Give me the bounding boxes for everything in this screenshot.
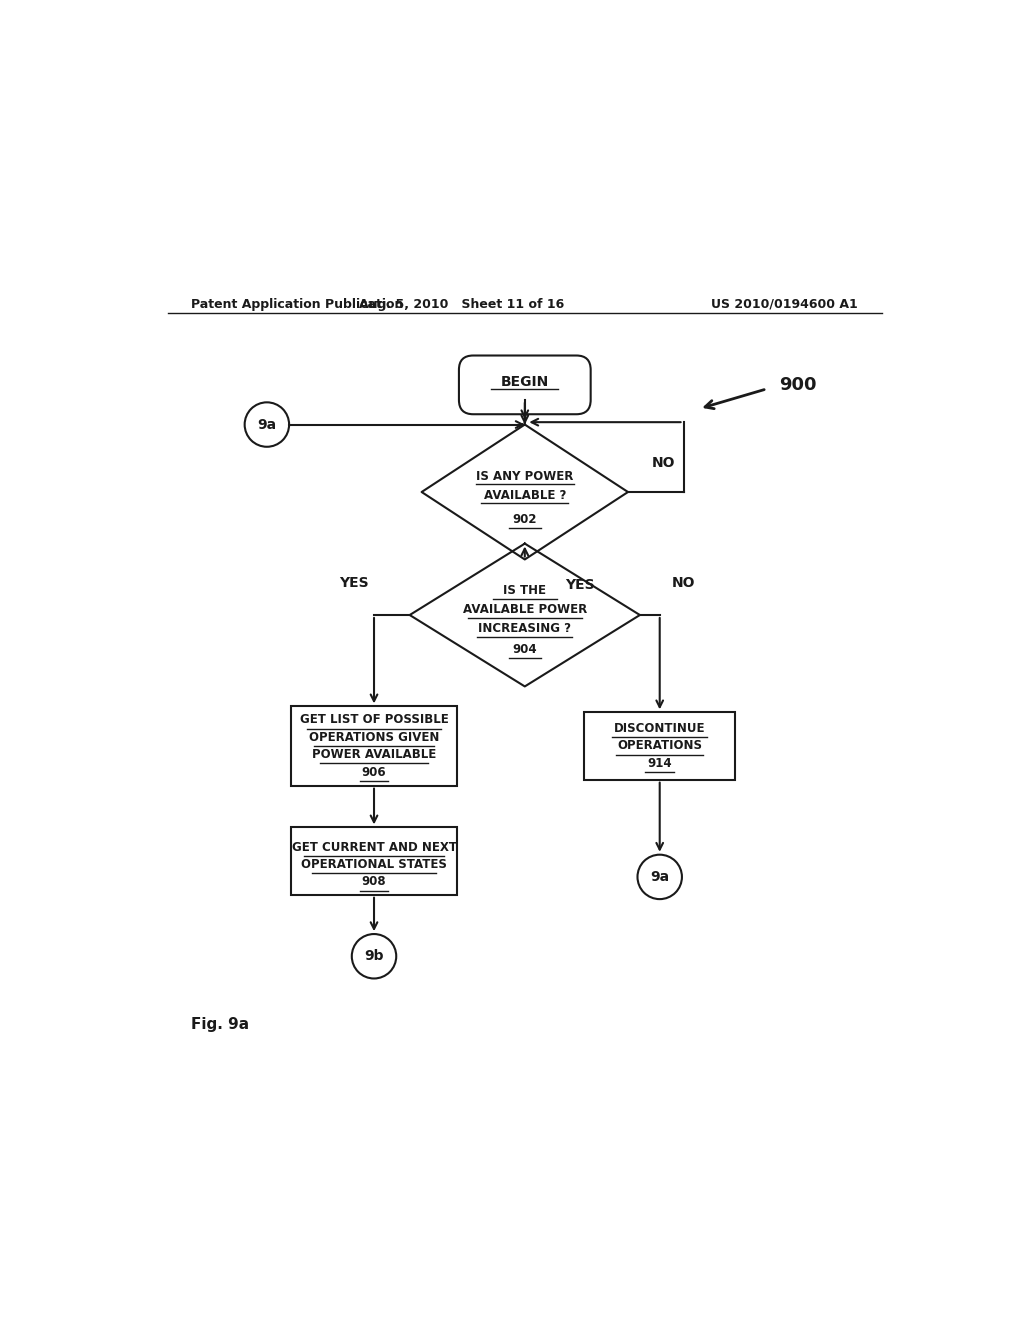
Text: OPERATIONAL STATES: OPERATIONAL STATES (301, 858, 446, 871)
Text: US 2010/0194600 A1: US 2010/0194600 A1 (712, 297, 858, 310)
Text: YES: YES (339, 577, 369, 590)
Text: NO: NO (672, 577, 695, 590)
Text: GET CURRENT AND NEXT: GET CURRENT AND NEXT (292, 841, 457, 854)
Text: 914: 914 (647, 756, 672, 770)
Text: OPERATIONS: OPERATIONS (617, 739, 702, 752)
Text: Fig. 9a: Fig. 9a (191, 1016, 250, 1032)
Text: NO: NO (652, 455, 676, 470)
Text: 900: 900 (778, 376, 816, 393)
Text: BEGIN: BEGIN (501, 375, 549, 388)
Text: 908: 908 (361, 875, 386, 888)
Text: YES: YES (565, 578, 595, 591)
Text: IS ANY POWER: IS ANY POWER (476, 470, 573, 483)
Text: OPERATIONS GIVEN: OPERATIONS GIVEN (309, 731, 439, 743)
Text: POWER AVAILABLE: POWER AVAILABLE (312, 748, 436, 762)
Text: AVAILABLE ?: AVAILABLE ? (483, 488, 566, 502)
Bar (585, 713, 735, 780)
Text: DISCONTINUE: DISCONTINUE (614, 722, 706, 735)
Text: AVAILABLE POWER: AVAILABLE POWER (463, 603, 587, 616)
FancyBboxPatch shape (459, 355, 591, 414)
Text: Aug. 5, 2010   Sheet 11 of 16: Aug. 5, 2010 Sheet 11 of 16 (358, 297, 564, 310)
Text: INCREASING ?: INCREASING ? (478, 623, 571, 635)
Bar (291, 706, 458, 785)
Text: 906: 906 (361, 766, 386, 779)
Text: Patent Application Publication: Patent Application Publication (191, 297, 403, 310)
Text: 9b: 9b (365, 949, 384, 964)
Text: GET LIST OF POSSIBLE: GET LIST OF POSSIBLE (300, 713, 449, 726)
Text: 9a: 9a (257, 417, 276, 432)
Bar (291, 828, 458, 895)
Text: 902: 902 (513, 513, 537, 527)
Text: 904: 904 (512, 643, 538, 656)
Text: 9a: 9a (650, 870, 670, 884)
Text: IS THE: IS THE (504, 583, 546, 597)
